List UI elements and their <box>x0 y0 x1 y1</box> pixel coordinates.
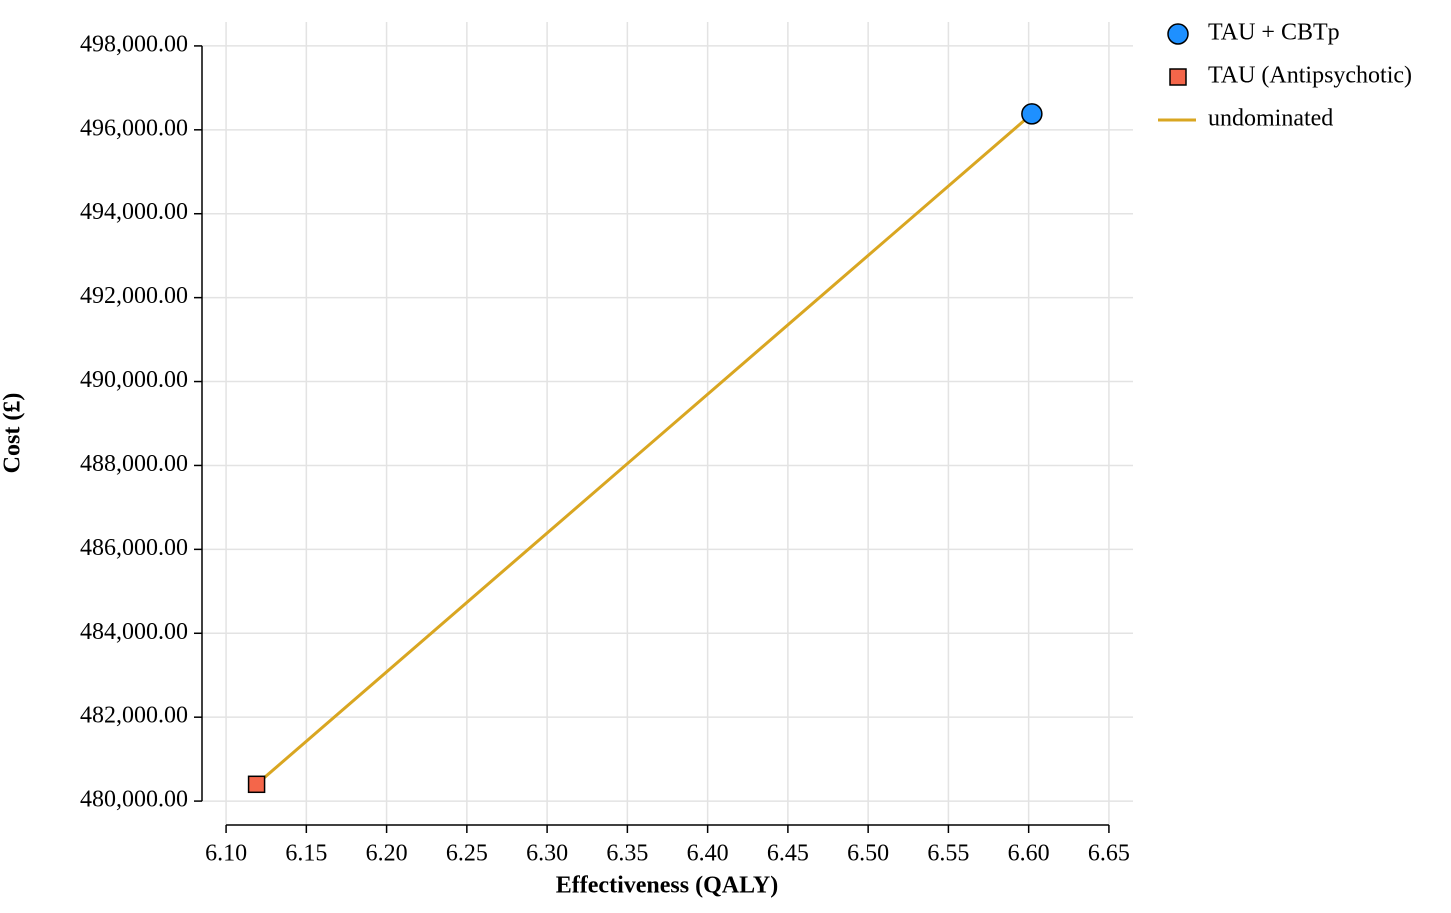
x-tick-label: 6.50 <box>847 841 889 867</box>
x-tick-label: 6.35 <box>606 841 648 867</box>
y-tick-label: 492,000.00 <box>80 283 188 309</box>
y-tick-label: 484,000.00 <box>80 619 188 645</box>
legend-label: TAU (Antipsychotic) <box>1208 63 1412 89</box>
x-tick-label: 6.10 <box>205 841 247 867</box>
x-tick-label: 6.30 <box>526 841 568 867</box>
x-tick-label: 6.60 <box>1008 841 1050 867</box>
y-tick-label: 488,000.00 <box>80 451 188 477</box>
point <box>247 775 266 794</box>
line <box>255 112 1033 786</box>
legend-swatch <box>1167 23 1189 45</box>
x-tick-label: 6.20 <box>366 841 408 867</box>
y-tick-label: 496,000.00 <box>80 115 188 141</box>
legend-swatch <box>1169 68 1187 86</box>
x-tick-label: 6.15 <box>285 841 327 867</box>
point <box>1021 103 1043 125</box>
y-tick-label: 498,000.00 <box>80 31 188 57</box>
x-tick-label: 6.55 <box>927 841 969 867</box>
legend-label: TAU + CBTp <box>1208 20 1340 46</box>
x-tick-label: 6.65 <box>1088 841 1130 867</box>
y-tick-label: 490,000.00 <box>80 367 188 393</box>
y-tick-label: 480,000.00 <box>80 787 188 813</box>
y-tick-label: 494,000.00 <box>80 199 188 225</box>
legend-label: undominated <box>1208 106 1333 132</box>
x-tick-label: 6.45 <box>767 841 809 867</box>
x-tick-label: 6.25 <box>446 841 488 867</box>
x-axis-title: Effectiveness (QALY) <box>556 873 778 899</box>
y-axis-title: Cost (£) <box>0 393 26 474</box>
x-tick-label: 6.40 <box>687 841 729 867</box>
y-tick-label: 486,000.00 <box>80 535 188 561</box>
y-tick-label: 482,000.00 <box>80 703 188 729</box>
